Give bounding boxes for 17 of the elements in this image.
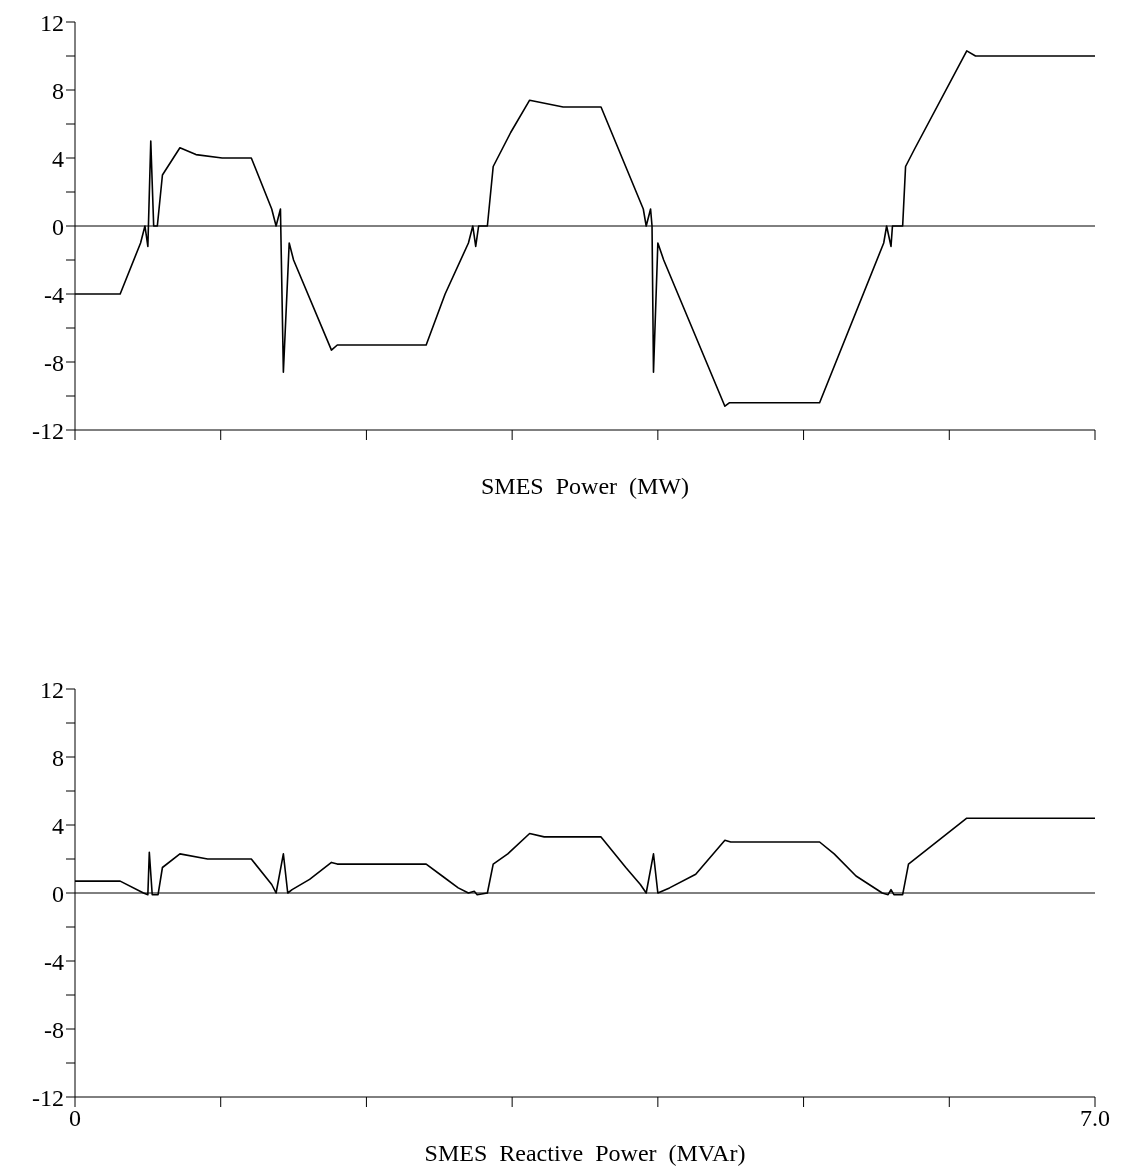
y-tick-label: -12	[32, 1084, 64, 1111]
x-axis-title: SMES Reactive Power (MVAr)	[424, 1140, 746, 1166]
y-tick-label: -4	[44, 948, 64, 975]
y-tick-label: 4	[52, 145, 64, 172]
y-tick-label: 4	[52, 812, 64, 839]
y-tick-label: -4	[44, 281, 64, 308]
y-tick-label: 8	[52, 744, 64, 771]
y-tick-label: -8	[44, 1016, 64, 1043]
y-tick-label: -8	[44, 349, 64, 376]
y-tick-label: 12	[40, 9, 64, 36]
y-tick-label: -12	[32, 417, 64, 444]
y-tick-label: 0	[52, 213, 64, 240]
x-axis-title: SMES Power (MW)	[481, 473, 689, 499]
x-tick-label: 7.0	[1080, 1105, 1110, 1132]
y-tick-label: 8	[52, 77, 64, 104]
y-tick-label: 0	[52, 880, 64, 907]
y-tick-label: 12	[40, 676, 64, 703]
